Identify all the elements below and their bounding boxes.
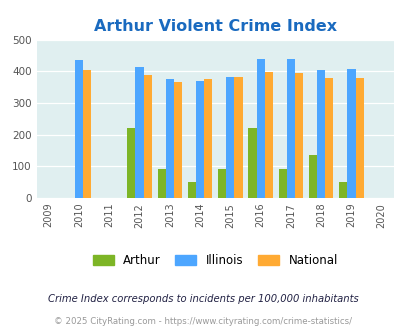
Bar: [217, 170, 226, 198]
Bar: [143, 75, 151, 198]
Bar: [204, 79, 212, 198]
Bar: [83, 70, 91, 198]
Bar: [234, 77, 242, 198]
Bar: [256, 59, 264, 198]
Bar: [196, 81, 204, 198]
Bar: [264, 72, 272, 198]
Bar: [294, 73, 303, 198]
Bar: [316, 70, 324, 198]
Bar: [355, 78, 363, 198]
Text: Crime Index corresponds to incidents per 100,000 inhabitants: Crime Index corresponds to incidents per…: [47, 294, 358, 304]
Bar: [173, 82, 181, 198]
Bar: [248, 128, 256, 198]
Bar: [338, 182, 347, 198]
Bar: [157, 170, 165, 198]
Bar: [286, 59, 294, 198]
Bar: [188, 182, 196, 198]
Bar: [75, 60, 83, 198]
Text: © 2025 CityRating.com - https://www.cityrating.com/crime-statistics/: © 2025 CityRating.com - https://www.city…: [54, 317, 351, 326]
Bar: [226, 77, 234, 198]
Bar: [165, 79, 173, 198]
Bar: [347, 69, 355, 198]
Bar: [127, 128, 135, 198]
Title: Arthur Violent Crime Index: Arthur Violent Crime Index: [94, 19, 336, 34]
Bar: [278, 170, 286, 198]
Legend: Arthur, Illinois, National: Arthur, Illinois, National: [87, 248, 343, 273]
Bar: [135, 67, 143, 198]
Bar: [324, 78, 333, 198]
Bar: [308, 155, 316, 198]
